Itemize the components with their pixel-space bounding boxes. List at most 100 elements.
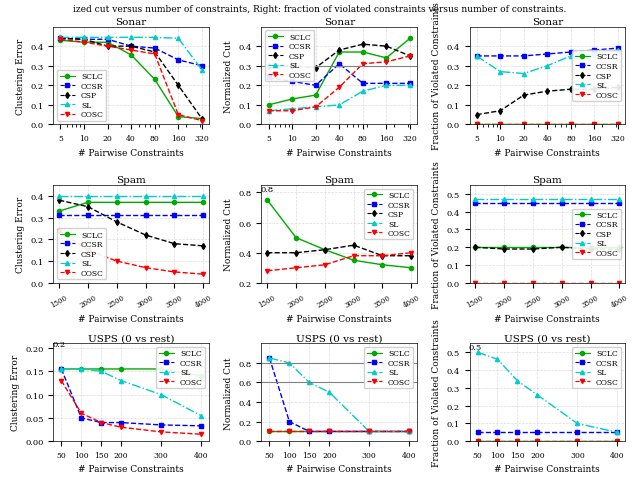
Legend: SCLC, CCSR, CSP, SL, COSC: SCLC, CCSR, CSP, SL, COSC — [57, 71, 106, 121]
COSC — [350, 253, 358, 259]
CCSR — [383, 81, 390, 87]
Title: USPS (0 vs rest): USPS (0 vs rest) — [296, 334, 383, 343]
SL — [285, 360, 293, 366]
SL — [170, 194, 178, 199]
COSC — [567, 122, 575, 128]
SCLC — [77, 366, 85, 372]
COSC — [359, 62, 367, 68]
Line: SCLC: SCLC — [265, 198, 413, 270]
SCLC — [117, 366, 125, 372]
SL — [558, 197, 566, 203]
COSC — [383, 60, 390, 65]
CCSR — [472, 200, 479, 206]
SCLC — [198, 117, 205, 122]
SCLC — [292, 235, 300, 241]
SL — [312, 105, 319, 110]
COSC — [288, 108, 296, 114]
Line: SL: SL — [58, 36, 204, 73]
SCLC — [543, 122, 551, 128]
COSC — [104, 44, 111, 50]
COSC — [312, 105, 319, 110]
SL — [616, 197, 623, 203]
X-axis label: # Pairwise Constraints: # Pairwise Constraints — [286, 315, 392, 323]
Text: 0.2: 0.2 — [52, 340, 65, 348]
SCLC — [321, 247, 329, 253]
X-axis label: # Pairwise Constraints: # Pairwise Constraints — [286, 465, 392, 473]
CSP — [55, 198, 63, 204]
SL — [379, 304, 387, 310]
SCLC — [587, 245, 595, 251]
SCLC — [534, 439, 541, 444]
SCLC — [365, 429, 373, 435]
Line: CSP: CSP — [58, 37, 204, 121]
SCLC — [305, 429, 313, 435]
Line: COSC: COSC — [60, 379, 203, 437]
SCLC — [199, 200, 207, 206]
Y-axis label: Fraction of Violated Constraints: Fraction of Violated Constraints — [432, 2, 441, 150]
CCSR — [104, 37, 111, 43]
CCSR — [616, 200, 623, 206]
COSC — [77, 410, 85, 416]
SCLC — [265, 103, 273, 108]
Line: COSC: COSC — [476, 439, 620, 443]
CCSR — [198, 64, 205, 70]
CCSR — [405, 429, 413, 435]
CCSR — [117, 420, 125, 425]
CCSR — [379, 304, 387, 310]
CCSR — [77, 415, 85, 421]
Line: CCSR: CCSR — [266, 62, 412, 88]
Title: Sonar: Sonar — [324, 18, 355, 27]
Line: CSP: CSP — [265, 243, 413, 258]
Y-axis label: Fraction of Violated Constraints: Fraction of Violated Constraints — [432, 318, 441, 466]
COSC — [55, 228, 63, 234]
SCLC — [558, 245, 566, 251]
CCSR — [127, 44, 135, 50]
SL — [55, 194, 63, 199]
COSC — [151, 52, 159, 58]
Line: SCLC: SCLC — [473, 246, 621, 250]
SL — [350, 302, 358, 307]
Line: COSC: COSC — [474, 123, 620, 127]
SCLC — [141, 200, 149, 206]
SCLC — [266, 429, 273, 435]
CSP — [175, 83, 182, 89]
CSP — [500, 247, 508, 253]
Title: Spam: Spam — [532, 176, 562, 185]
Line: COSC: COSC — [265, 251, 413, 273]
SL — [473, 54, 481, 60]
CCSR — [529, 200, 537, 206]
SL — [534, 392, 541, 398]
SCLC — [197, 373, 205, 379]
SL — [157, 392, 165, 398]
CSP — [56, 36, 64, 42]
Legend: SCLC, CCSR, SL, COSC: SCLC, CCSR, SL, COSC — [572, 348, 621, 389]
Y-axis label: Normalized Cut: Normalized Cut — [224, 356, 233, 429]
SL — [197, 413, 205, 419]
Line: CSP: CSP — [474, 86, 620, 118]
SCLC — [312, 93, 319, 99]
X-axis label: # Pairwise Constraints: # Pairwise Constraints — [78, 149, 184, 157]
SCLC — [55, 209, 63, 214]
CSP — [383, 44, 390, 50]
Line: SCLC: SCLC — [476, 439, 620, 443]
COSC — [365, 429, 373, 435]
COSC — [513, 439, 521, 444]
SCLC — [520, 122, 527, 128]
CSP — [84, 204, 92, 210]
SCLC — [567, 122, 575, 128]
SL — [500, 197, 508, 203]
CCSR — [591, 48, 598, 54]
SL — [321, 304, 329, 310]
Y-axis label: Fraction of Violated Constraints: Fraction of Violated Constraints — [432, 161, 441, 308]
SCLC — [613, 439, 621, 444]
SL — [493, 357, 501, 363]
SL — [573, 421, 581, 426]
COSC — [408, 250, 415, 256]
COSC — [534, 439, 541, 444]
CCSR — [305, 429, 313, 435]
CCSR — [264, 304, 271, 310]
SCLC — [175, 115, 182, 121]
COSC — [157, 429, 165, 435]
Line: SL: SL — [474, 49, 620, 76]
COSC — [500, 280, 508, 286]
